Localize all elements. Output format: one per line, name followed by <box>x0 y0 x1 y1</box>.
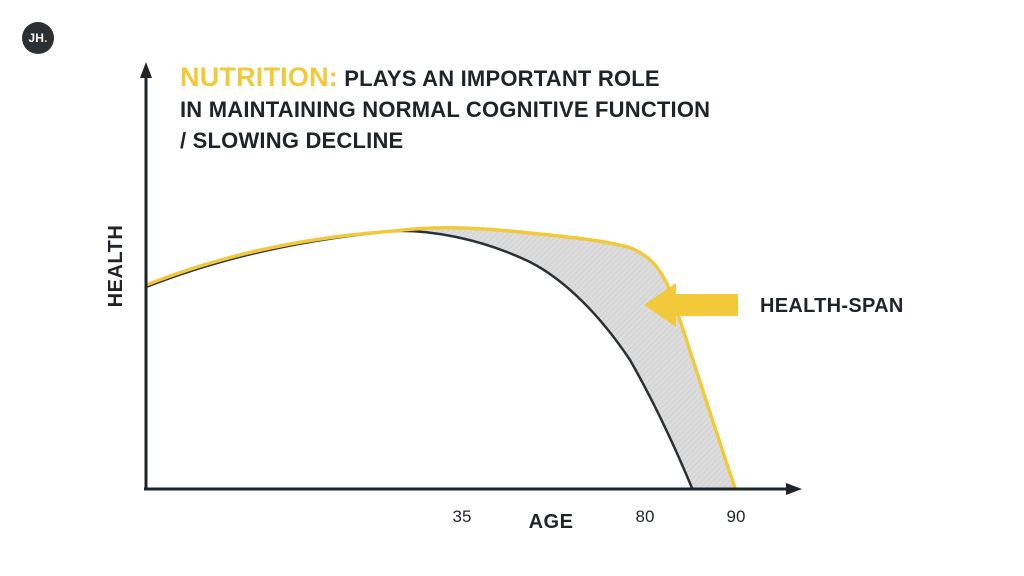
heading-line-3: / SLOWING DECLINE <box>180 128 404 153</box>
heading-emphasis: NUTRITION: <box>180 62 338 92</box>
health-span-label: HEALTH-SPAN <box>760 295 904 317</box>
x-tick-35: 35 <box>453 507 472 526</box>
x-axis-arrowhead <box>786 483 802 495</box>
x-axis-label: AGE <box>529 511 574 533</box>
health-span-arrow-head <box>644 283 676 327</box>
diagram-heading: NUTRITION: PLAYS AN IMPORTANT ROLE IN MA… <box>180 62 820 156</box>
health-span-region <box>395 227 735 488</box>
x-tick-80: 80 <box>636 507 655 526</box>
heading-line-2: IN MAINTAINING NORMAL COGNITIVE FUNCTION <box>180 97 711 122</box>
y-axis-label: HEALTH <box>105 225 127 308</box>
logo-text: JH <box>28 31 45 45</box>
curve-with-nutrition <box>145 225 737 489</box>
jh-logo: JH. <box>22 22 54 54</box>
heading-line-1: NUTRITION: PLAYS AN IMPORTANT ROLE <box>180 62 820 94</box>
y-axis-arrowhead <box>140 62 152 78</box>
heading-line-1-text: PLAYS AN IMPORTANT ROLE <box>337 66 660 91</box>
logo-dot: . <box>44 31 48 45</box>
health-span-arrow-shaft <box>672 294 738 316</box>
x-tick-90: 90 <box>727 507 746 526</box>
